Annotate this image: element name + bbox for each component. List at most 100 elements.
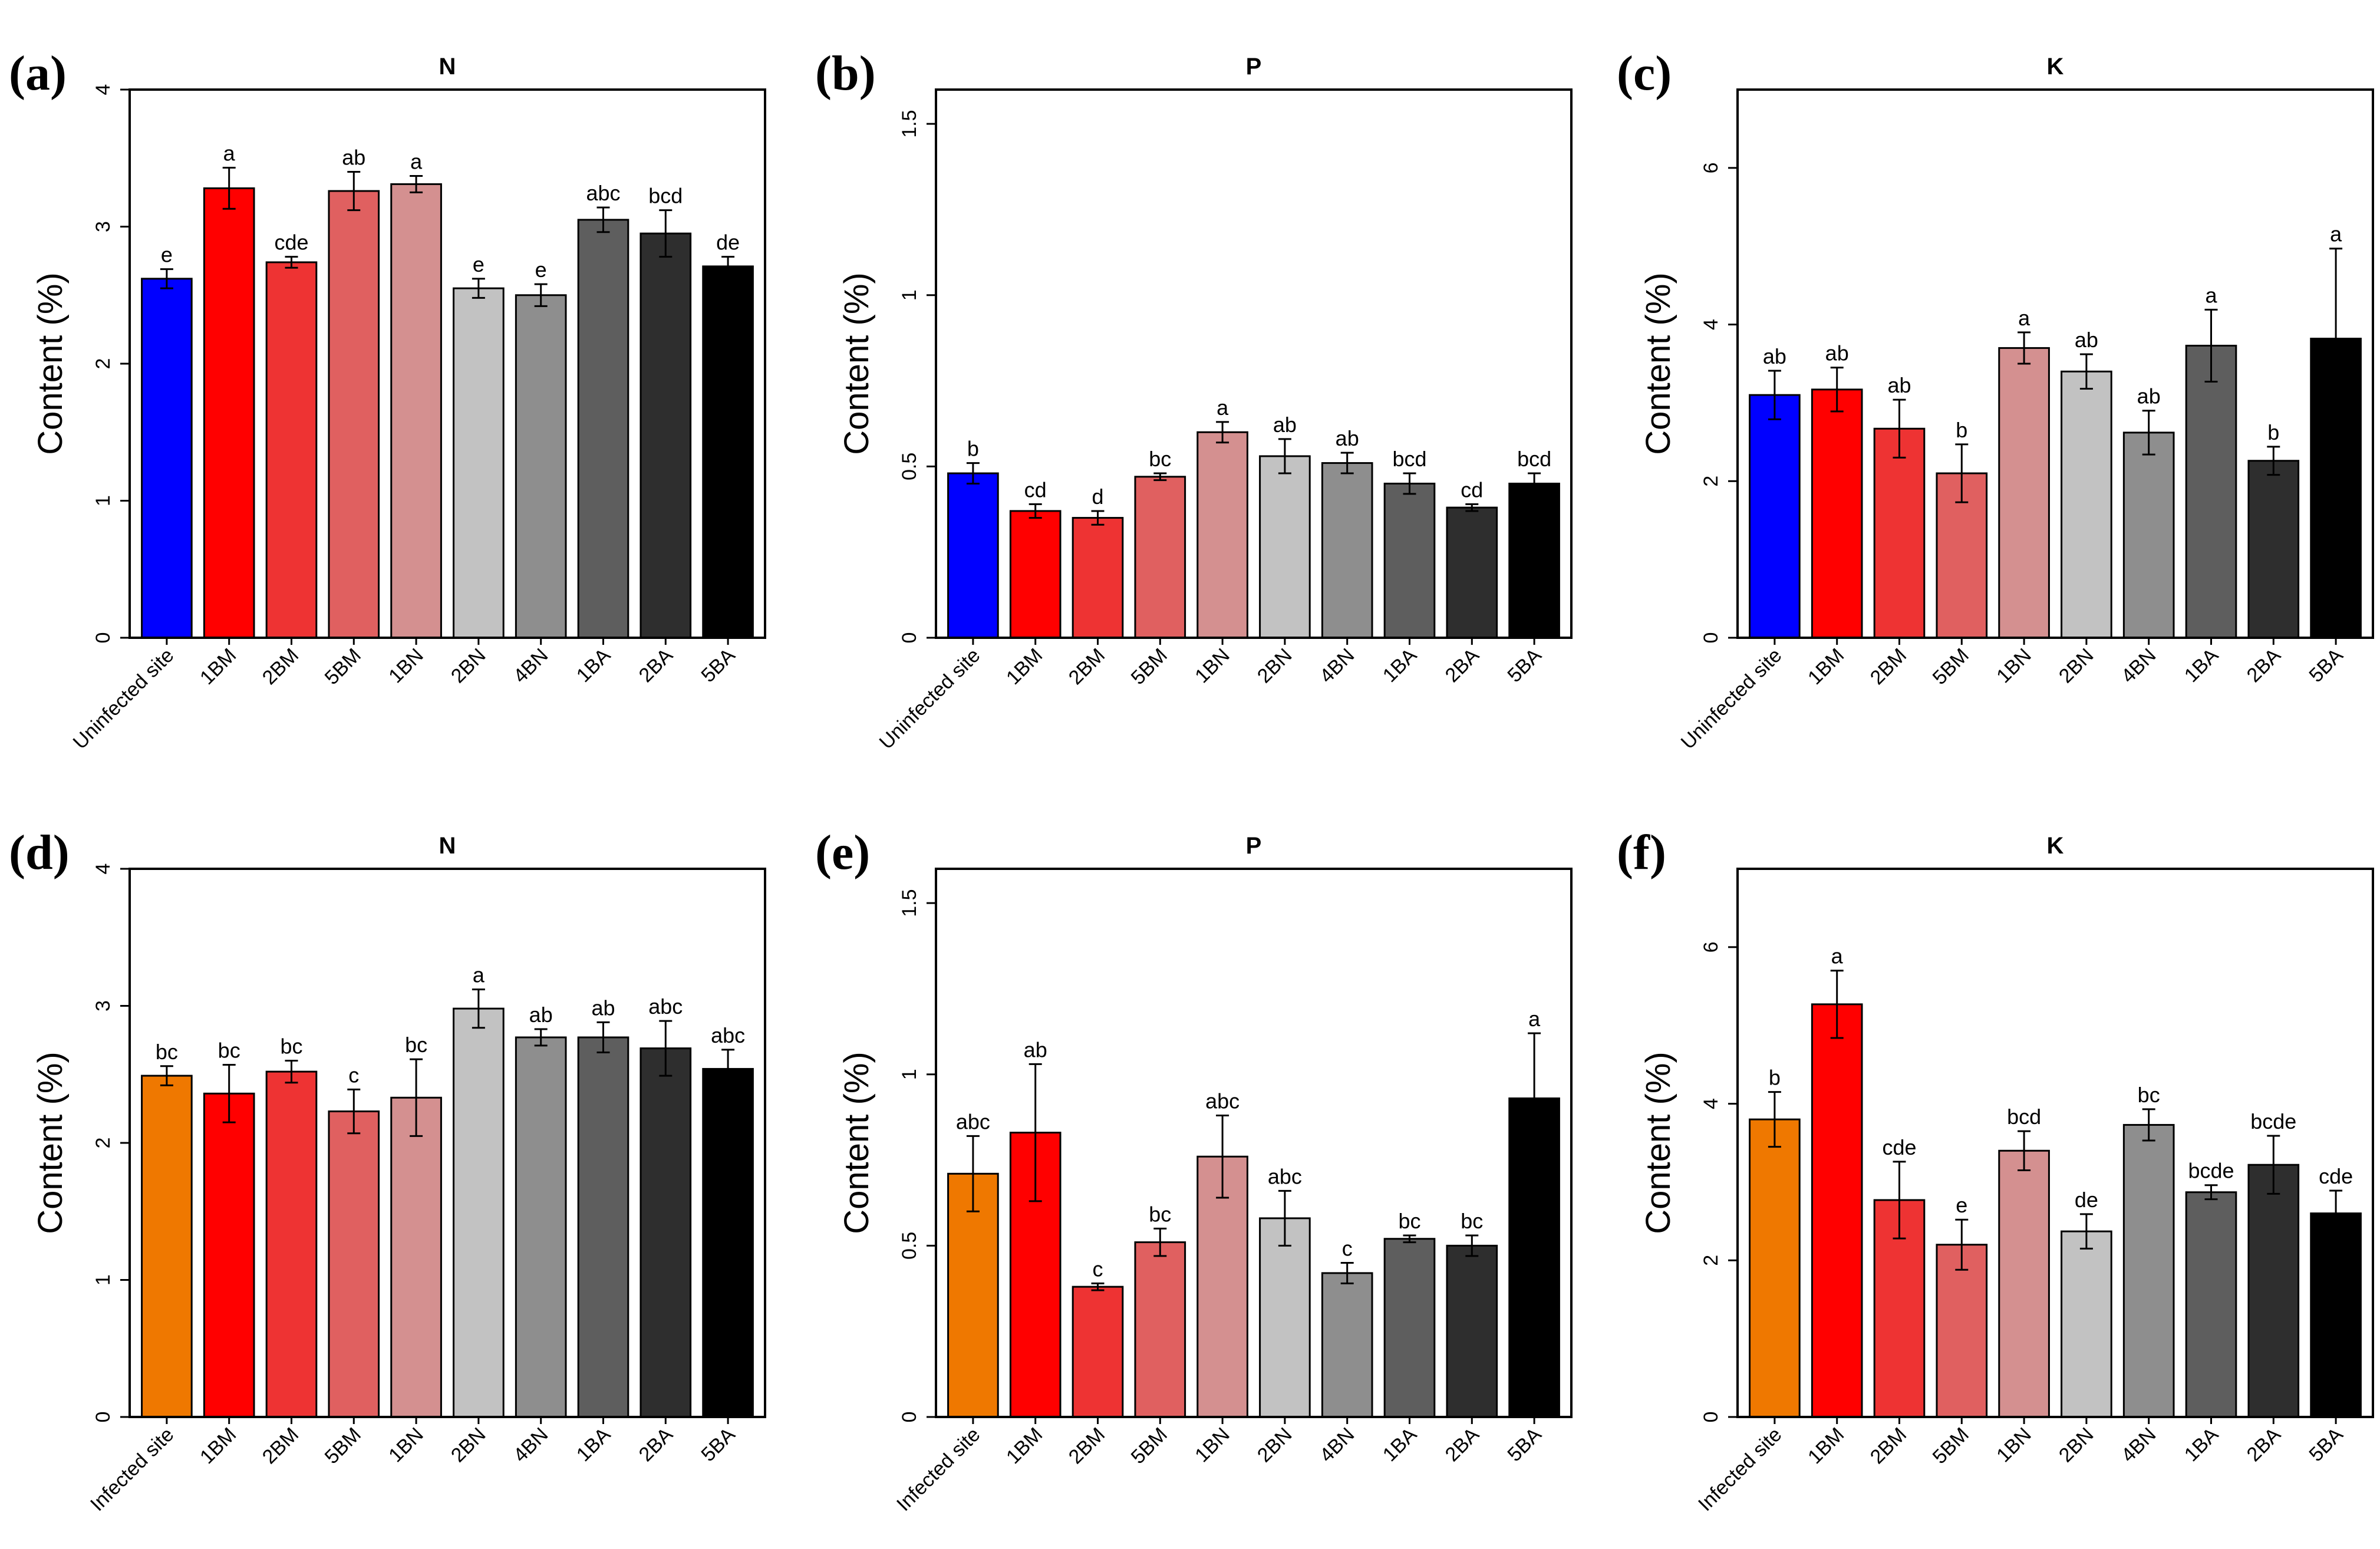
bar: [1009, 510, 1062, 639]
error-bar: [285, 256, 298, 269]
x-tick-label: 5BA: [697, 1423, 740, 1466]
significance-label: bc: [2138, 1083, 2160, 1107]
bar: [1383, 1238, 1436, 1418]
y-tick-label: 4: [92, 84, 114, 95]
chart-panel: (b) Pb Uninfected site cd 1BM d 2BM bc 5BM a 1BN ab…: [815, 46, 1573, 754]
error-bar: [1955, 1218, 1969, 1271]
bar: [1321, 1272, 1373, 1418]
error-bar: [1153, 472, 1167, 482]
x-tick-label: Infected site: [86, 1423, 179, 1516]
significance-label: b: [967, 437, 979, 461]
significance-label: ab: [1887, 373, 1911, 397]
x-tick-label: 2BN: [447, 1423, 490, 1467]
x-tick-label: 4BN: [509, 1423, 553, 1467]
error-bar: [1528, 472, 1541, 495]
bar: [1321, 462, 1373, 639]
error-bar: [1830, 367, 1844, 413]
error-bar: [1955, 443, 1969, 503]
bar: [2310, 1212, 2362, 1418]
significance-label: bc: [405, 1033, 427, 1057]
x-tick-label: 2BM: [1866, 644, 1911, 689]
error-bar: [1893, 398, 1906, 459]
x-tick-label: 4BN: [1316, 1423, 1359, 1467]
bar: [141, 278, 193, 639]
error-bar: [160, 1065, 173, 1086]
error-bar: [1278, 1189, 1291, 1247]
chart-title: P: [1246, 54, 1262, 80]
error-bar: [1278, 438, 1291, 474]
y-tick-label: 4: [92, 864, 114, 875]
bar: [1446, 1244, 1498, 1418]
significance-label: bc: [1398, 1209, 1420, 1233]
bar: [515, 1036, 567, 1418]
x-tick-label: Uninfected site: [875, 644, 985, 754]
plot-frame: [1736, 868, 2374, 1418]
bar: [1072, 517, 1124, 639]
y-tick-label: 2: [92, 1138, 114, 1149]
significance-label: a: [1217, 396, 1229, 420]
error-bar: [2329, 248, 2343, 430]
x-tick-label: 1BM: [1804, 1423, 1848, 1468]
error-bar: [472, 278, 485, 299]
significance-label: c: [348, 1063, 359, 1087]
bar: [702, 265, 754, 639]
error-bar: [534, 283, 548, 307]
significance-label: cd: [1461, 477, 1483, 502]
error-bar: [2267, 1135, 2280, 1195]
error-bar: [1768, 370, 1781, 420]
y-axis-label: Content (%): [1639, 272, 1677, 454]
x-tick-label: Uninfected site: [69, 644, 179, 754]
significance-label: cde: [1882, 1135, 1916, 1159]
error-bar: [2018, 1130, 2031, 1171]
error-bar: [285, 1060, 298, 1084]
significance-label: c: [1093, 1257, 1103, 1281]
significance-label: bcd: [2007, 1105, 2041, 1129]
bar: [328, 1110, 380, 1418]
x-tick-label: 5BM: [321, 1423, 365, 1468]
chart-panel: (a) Ne Uninfected site a 1BM cde 2BM ab 5BM a 1BN e…: [9, 46, 766, 754]
bar: [1134, 1241, 1186, 1418]
error-bar: [1528, 1032, 1541, 1165]
x-tick-label: 2BM: [1866, 1423, 1911, 1468]
significance-label: b: [1769, 1066, 1781, 1090]
y-tick-label: 3: [92, 221, 114, 232]
error-bar: [1216, 1115, 1229, 1199]
significance-label: ab: [1273, 413, 1297, 437]
bar: [453, 1007, 505, 1418]
panel-letter: (f): [1617, 825, 1666, 880]
significance-label: ab: [1763, 344, 1786, 368]
significance-label: e: [1956, 1193, 1967, 1217]
significance-label: ab: [2137, 384, 2161, 408]
chart-title: K: [2047, 54, 2064, 80]
x-tick-label: 1BA: [1379, 1423, 1422, 1466]
x-tick-label: 5BM: [1929, 1423, 1973, 1468]
error-bar: [596, 1021, 610, 1054]
y-tick-label: 6: [1700, 941, 1722, 953]
error-bar: [1216, 421, 1229, 444]
bar: [577, 219, 629, 639]
error-bar: [472, 988, 485, 1029]
x-tick-label: 1BM: [1804, 644, 1848, 689]
bar: [265, 1070, 318, 1418]
y-tick-label: 2: [92, 358, 114, 370]
error-bar: [1403, 472, 1416, 495]
y-tick-label: 0.5: [898, 1232, 921, 1260]
significance-label: ab: [1825, 341, 1849, 365]
y-tick-label: 4: [1700, 1098, 1722, 1109]
significance-label: a: [2018, 306, 2030, 330]
error-bar: [222, 167, 236, 210]
significance-label: ab: [2075, 328, 2098, 352]
significance-label: e: [535, 258, 547, 282]
error-bar: [1340, 451, 1354, 474]
bar: [203, 1092, 255, 1418]
x-tick-label: 2BA: [635, 644, 678, 687]
significance-label: ab: [342, 146, 365, 170]
bar: [639, 232, 692, 639]
error-bar: [1029, 503, 1042, 519]
y-tick-label: 0: [898, 1412, 921, 1423]
error-bar: [1830, 970, 1844, 1039]
x-tick-label: 2BA: [2243, 644, 2286, 687]
bar: [203, 187, 255, 639]
